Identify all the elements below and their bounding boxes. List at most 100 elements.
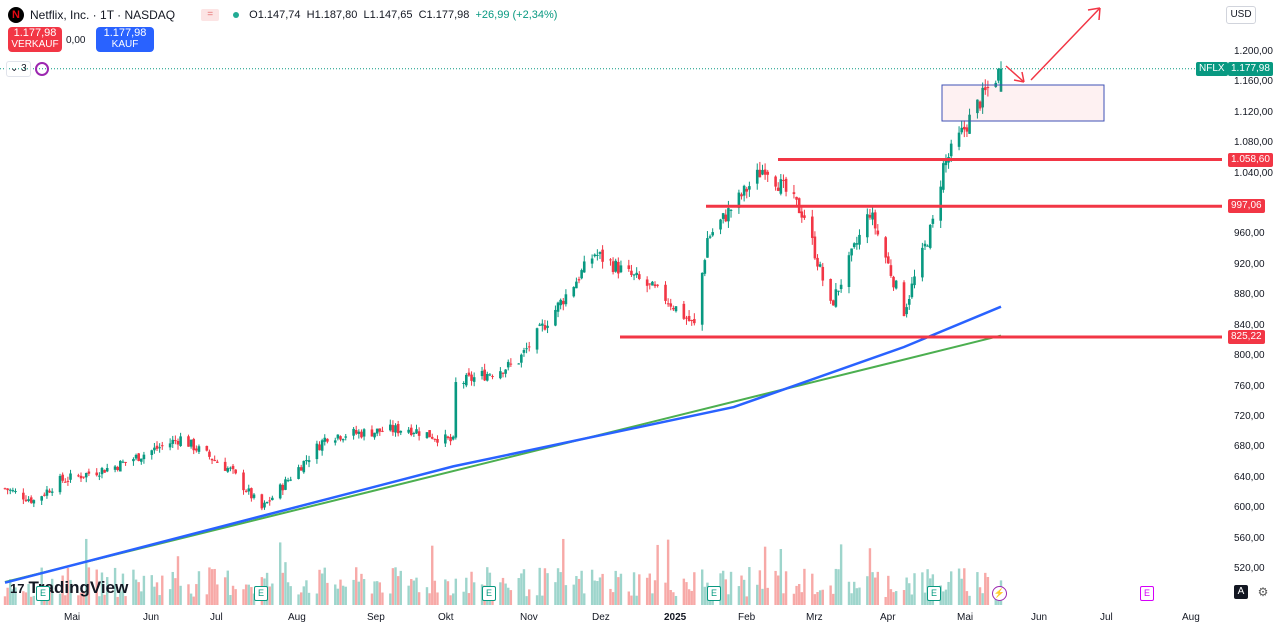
candle-body	[703, 260, 707, 274]
candle-body	[784, 178, 788, 192]
volume-bar	[100, 572, 104, 605]
sell-button[interactable]: 1.177,98 VERKAUF	[8, 27, 62, 52]
time-axis-label: Aug	[288, 612, 306, 623]
chevron-down-icon: ⌄	[10, 63, 19, 74]
indicator-settings-icon[interactable]	[34, 62, 49, 76]
currency-select[interactable]: USD	[1226, 6, 1256, 24]
candle-body	[609, 259, 612, 261]
candle-body	[910, 283, 914, 298]
earnings-event-icon[interactable]: E	[36, 586, 50, 601]
volume-bar	[210, 569, 214, 605]
candle-body	[116, 467, 120, 471]
brand-name: TradingView	[28, 578, 129, 597]
volume-bar	[168, 589, 172, 605]
price-level-tag[interactable]: 997,06	[1228, 199, 1265, 214]
candle-body	[892, 276, 895, 288]
volume-bar	[452, 593, 455, 605]
candle-body	[391, 425, 395, 433]
candle-body	[656, 284, 659, 286]
candle-body	[22, 492, 25, 500]
candle-body	[139, 458, 143, 462]
candle-body	[601, 249, 604, 262]
volume-bar	[575, 576, 578, 605]
volume-bar	[614, 570, 617, 605]
candle-body	[8, 489, 12, 491]
volume-bar	[208, 567, 211, 605]
candle-body	[913, 276, 916, 286]
volume-bar	[517, 578, 520, 605]
flash-event-icon[interactable]: ⚡	[992, 586, 1007, 601]
volume-bar	[669, 589, 672, 605]
buy-button[interactable]: 1.177,98 KAUF	[96, 27, 154, 52]
volume-bar	[598, 577, 602, 605]
volume-bar	[832, 593, 835, 605]
indicator-count[interactable]: ⌄ 3	[6, 61, 31, 77]
volume-bar	[963, 568, 966, 605]
tradingview-logo[interactable]: 17 TradingView	[10, 578, 128, 598]
volume-bar	[871, 572, 874, 605]
volume-bar	[216, 584, 219, 605]
last-price-tag[interactable]: 1.177,98	[1228, 61, 1273, 76]
earnings-event-icon[interactable]: E	[482, 586, 496, 601]
candle-body	[669, 303, 673, 307]
candle-body	[690, 320, 694, 322]
volume-bar	[132, 569, 135, 605]
candle-body	[6, 488, 9, 491]
target-zone-box	[941, 84, 1105, 122]
earnings-event-icon[interactable]: E	[707, 586, 721, 601]
volume-bar	[116, 596, 119, 605]
candle-body	[632, 274, 636, 276]
candle-body	[666, 303, 670, 305]
equals-icon[interactable]: =	[201, 9, 220, 21]
symbol-title[interactable]: Netflix, Inc. · 1T · NASDAQ	[30, 8, 176, 22]
volume-bar	[829, 585, 832, 605]
volume-bar	[656, 544, 659, 605]
volume-bar	[572, 584, 575, 605]
future-earnings-icon[interactable]: E	[1140, 586, 1154, 601]
indicator-toggle[interactable]: ⌄ 3	[6, 61, 49, 77]
volume-bar	[779, 549, 783, 605]
volume-bar	[800, 592, 803, 605]
candle-body	[451, 436, 455, 440]
candle-body	[407, 429, 410, 433]
volume-bar	[244, 584, 248, 605]
candle-body	[737, 192, 741, 208]
candle-body	[965, 127, 969, 132]
price-level-tag[interactable]: 1.058,60	[1228, 152, 1273, 167]
candle-body	[598, 252, 602, 254]
volume-bar	[339, 579, 342, 605]
candle-body	[942, 163, 945, 190]
candle-body	[999, 68, 1003, 92]
volume-bar	[645, 577, 649, 605]
candle-body	[61, 474, 64, 481]
auto-scale-button[interactable]: A	[1234, 585, 1248, 599]
price-axis[interactable]: 1.200,00 1.160,00 1.120,00 1.080,00 1.040,00…	[1222, 0, 1280, 607]
volume-bar	[724, 579, 727, 605]
volume-bar	[454, 578, 458, 605]
price-chart[interactable]	[0, 0, 1222, 607]
candle-body	[976, 99, 979, 114]
candle-body	[522, 350, 526, 353]
volume-bar	[729, 571, 733, 605]
time-axis-label: Okt	[438, 612, 454, 623]
candle-body	[729, 209, 733, 211]
volume-bar	[14, 587, 17, 605]
ohlc-low: L1.147,65	[363, 9, 413, 21]
price-level-tag[interactable]: 825,22	[1228, 329, 1265, 344]
volume-bar	[556, 568, 560, 605]
candle-body	[755, 169, 759, 184]
price-axis-label: 800,00	[1234, 350, 1265, 362]
volume-bar	[134, 579, 138, 605]
volume-bar	[140, 591, 143, 605]
ohlc-open: O1.147,74	[249, 9, 301, 21]
volume-bar	[205, 594, 209, 605]
volume-bar	[381, 592, 384, 605]
gear-icon[interactable]: ⚙	[1257, 585, 1269, 599]
candle-body	[82, 476, 85, 478]
candle-body	[462, 383, 465, 385]
earnings-event-icon[interactable]: E	[254, 586, 268, 601]
volume-bar	[95, 569, 98, 605]
earnings-event-icon[interactable]: E	[927, 586, 941, 601]
candle-body	[559, 299, 562, 306]
volume-bar	[286, 582, 290, 605]
